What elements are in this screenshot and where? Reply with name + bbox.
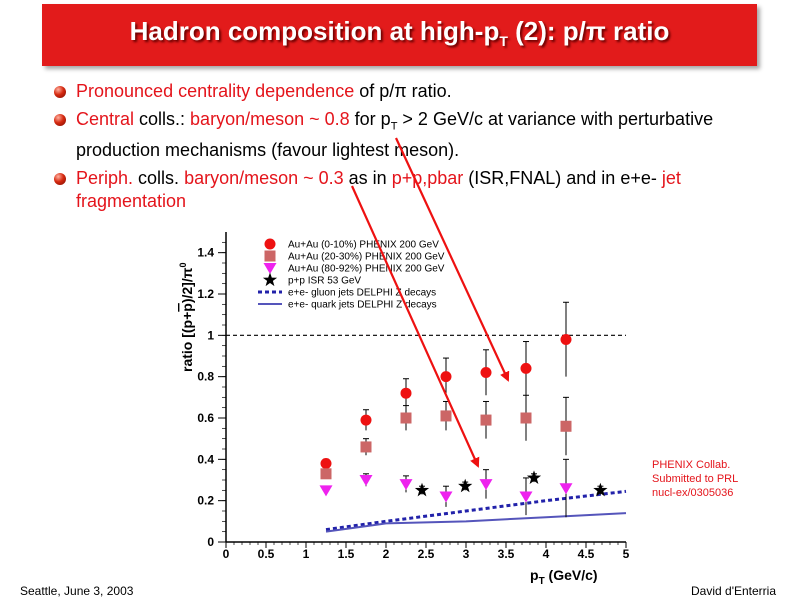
square-point: [320, 468, 332, 480]
circle-point: [520, 362, 532, 374]
circle-point: [400, 387, 412, 399]
x-tick-label: 2: [383, 547, 390, 561]
triangle-down-point: [519, 491, 533, 503]
x-tick-label: 1.5: [338, 547, 355, 561]
legend-label: Au+Au (80-92%) PHENIX 200 GeV: [288, 264, 445, 275]
axis-ticks: 0 0.5 1 1.5 2 2.5 3 3.5 4 4.5 5 0 0.2 0.4 0.6 0.8 1 1.2 1.…: [197, 241, 630, 561]
square-point: [560, 420, 572, 432]
legend-label: Au+Au (20-30%) PHENIX 200 GeV: [288, 252, 445, 263]
triangle-down-point: [319, 485, 333, 497]
star-point: [593, 482, 608, 497]
legend-square-icon: [264, 250, 276, 262]
legend-star-icon: [262, 272, 278, 287]
bullet-central: Central colls.: baryon/meson ~ 0.8 for p…: [54, 108, 774, 162]
x-tick-label: 1: [303, 547, 310, 561]
y-tick-label: 1.2: [197, 287, 214, 301]
y-tick-label: 0.6: [197, 411, 214, 425]
circle-point: [320, 457, 332, 469]
triangle-down-point: [439, 491, 453, 503]
quark-jets-curve: [325, 512, 627, 533]
collab-note: PHENIX Collab. Submitted to PRL nucl-ex/…: [652, 459, 739, 499]
y-tick-label: 0.2: [197, 494, 214, 508]
star-point: [526, 470, 542, 484]
x-tick-label: 0: [223, 547, 230, 561]
legend-circle-icon: [264, 238, 276, 250]
y-axis-title: ratio [(p+p)/2]/π0: [178, 263, 195, 372]
footer-author: David d'Enterria: [691, 584, 776, 598]
y-tick-label: 0.4: [197, 452, 214, 466]
square-point: [360, 441, 372, 453]
x-tick-label: 4.5: [578, 547, 595, 561]
bullet-ball-icon: [54, 114, 66, 126]
y-tick-label: 1: [207, 328, 214, 342]
circle-point: [560, 333, 572, 345]
triangle-down-point: [399, 479, 413, 491]
curves: [325, 489, 627, 533]
annotation-arrow: [350, 185, 480, 468]
bullet-peripheral: Periph. colls. baryon/meson ~ 0.3 as in …: [54, 167, 774, 213]
x-tick-label: 5: [623, 547, 630, 561]
legend-label: Au+Au (0-10%) PHENIX 200 GeV: [288, 240, 439, 251]
x-tick-label: 2.5: [418, 547, 435, 561]
square-point: [440, 410, 452, 422]
circle-point: [440, 371, 452, 383]
legend-label: p+p ISR 53 GeV: [288, 276, 361, 287]
x-tick-label: 0.5: [258, 547, 275, 561]
legend-triangle-down-icon: [263, 263, 277, 274]
x-tick-label: 4: [543, 547, 550, 561]
bullet-list: Pronounced centrality dependence of p/π …: [54, 80, 774, 218]
gluon-jets-curve: [325, 489, 627, 532]
square-point: [520, 412, 532, 424]
square-point: [480, 414, 492, 426]
slide-title: Hadron composition at high-pT (2): p/π r…: [129, 16, 670, 50]
title-banner: Hadron composition at high-pT (2): p/π r…: [42, 4, 757, 66]
circle-point: [480, 367, 492, 379]
legend-label: e+e- gluon jets DELPHI Z decays: [288, 288, 436, 299]
triangle-down-point: [359, 475, 373, 486]
y-tick-label: 0.8: [197, 370, 214, 384]
star-point: [458, 478, 473, 493]
x-tick-label: 3: [463, 547, 470, 561]
x-axis-title: pT (GeV/c): [530, 567, 598, 587]
triangle-down-point: [479, 479, 493, 491]
circle-point: [360, 414, 372, 426]
star-point: [414, 482, 430, 497]
legend-label: e+e- quark jets DELPHI Z decays: [288, 300, 437, 311]
footer-location-date: Seattle, June 3, 2003: [20, 584, 134, 598]
x-tick-label: 3.5: [498, 547, 515, 561]
y-tick-label: 0: [207, 535, 214, 549]
bullet-centrality: Pronounced centrality dependence of p/π …: [54, 80, 774, 103]
square-point: [400, 412, 412, 424]
y-tick-label: 1.4: [197, 246, 214, 260]
triangle-down-point: [559, 483, 573, 495]
bullet-ball-icon: [54, 172, 66, 185]
data-points: [319, 301, 608, 518]
bullet-ball-icon: [54, 86, 66, 98]
annotation-arrow: [395, 137, 510, 382]
annotation-arrows: [350, 137, 510, 468]
